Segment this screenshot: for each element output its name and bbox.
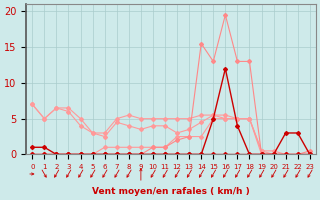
X-axis label: Vent moyen/en rafales ( km/h ): Vent moyen/en rafales ( km/h ) (92, 187, 250, 196)
